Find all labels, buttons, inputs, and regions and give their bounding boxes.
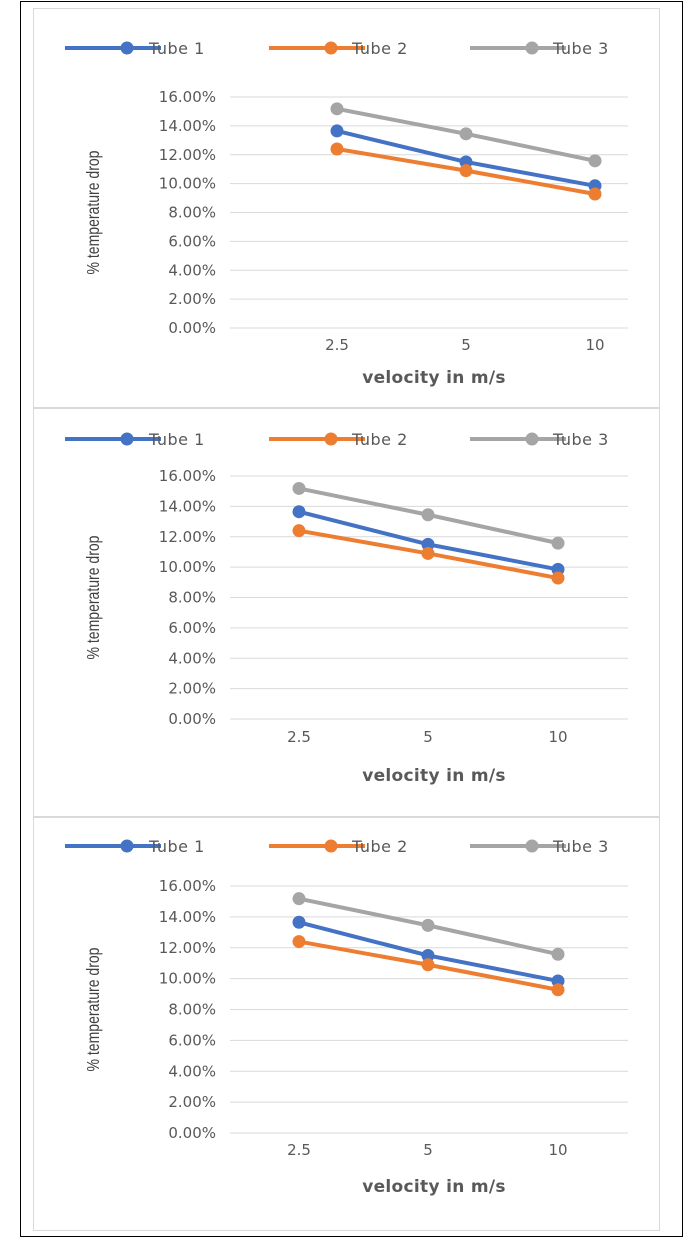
x-tick-label: 2.5 [325,336,349,354]
legend-marker [324,839,338,853]
y-tick-label: 6.00% [168,619,216,637]
y-tick-label: 14.00% [159,908,216,926]
y-tick-label: 16.00% [159,88,216,106]
data-point [292,481,306,495]
y-tick-label: 2.00% [168,680,216,698]
y-tick-label: 0.00% [168,319,216,337]
data-point [421,508,435,522]
line-chart-1: 0.00% 2.00% 4.00% 6.00% 8.00% 10.00% 12.00% 14.… [65,39,628,388]
data-point [421,958,435,972]
x-tick-label: 5 [423,1141,433,1159]
y-tick-label: 14.00% [159,117,216,135]
y-tick-label: 10.00% [159,558,216,576]
y-tick-label: 12.00% [159,939,216,957]
data-point [421,918,435,932]
y-tick-label: 8.00% [168,204,216,222]
legend-marker [120,432,134,446]
legend-marker [120,839,134,853]
chart-panel-1: 0.00% 2.00% 4.00% 6.00% 8.00% 10.00% 12.00% 14.… [33,8,660,408]
y-tick-label: 6.00% [168,1031,216,1049]
data-point [330,102,344,116]
data-point [330,142,344,156]
legend-marker [525,839,539,853]
legend-entry: Tube 1 [65,837,205,856]
legend-label: Tube 3 [552,837,609,856]
x-tick-label: 10 [548,1141,567,1159]
legend-marker [324,432,338,446]
data-point [421,948,435,962]
data-point [551,947,565,961]
data-point [588,154,602,168]
data-point [421,537,435,551]
legend-marker [525,41,539,55]
data-point [292,524,306,538]
y-tick-label: 16.00% [159,467,216,485]
chart-panel-3: 0.00% 2.00% 4.00% 6.00% 8.00% 10.00% 12.00% 14.… [33,817,660,1231]
y-tick-label: 4.00% [168,1062,216,1080]
legend-label: Tube 2 [351,39,408,58]
legend-entry: Tube 3 [470,837,609,856]
y-tick-label: 12.00% [159,146,216,164]
y-tick-label: 4.00% [168,261,216,279]
legend-entry: Tube 3 [470,430,609,449]
legend-entry: Tube 2 [269,837,408,856]
legend-label: Tube 1 [148,39,205,58]
x-axis-label: velocity in m/s [362,766,506,786]
y-tick-label: 12.00% [159,528,216,546]
y-tick-label: 8.00% [168,1001,216,1019]
y-tick-label: 2.00% [168,290,216,308]
data-point [459,127,473,141]
data-point [588,187,602,201]
y-tick-label: 8.00% [168,589,216,607]
data-point [551,571,565,585]
y-axis-label: % temperature drop [83,150,103,274]
y-tick-label: 10.00% [159,175,216,193]
y-tick-label: 6.00% [168,232,216,250]
legend-marker [525,432,539,446]
data-point [551,983,565,997]
x-axis-label: velocity in m/s [362,368,506,388]
y-tick-label: 16.00% [159,877,216,895]
legend-entry: Tube 1 [65,430,205,449]
legend-entry: Tube 2 [269,39,408,58]
legend-entry: Tube 2 [269,430,408,449]
x-tick-label: 2.5 [287,728,311,746]
data-point [421,546,435,560]
legend-marker [120,41,134,55]
y-tick-label: 4.00% [168,649,216,667]
legend-entry: Tube 1 [65,39,205,58]
legend-marker [324,41,338,55]
y-axis-label: % temperature drop [83,947,103,1071]
chart-panel-2: 0.00% 2.00% 4.00% 6.00% 8.00% 10.00% 12.00% 14.… [33,408,660,817]
legend-label: Tube 3 [552,430,609,449]
y-tick-label: 10.00% [159,970,216,988]
x-tick-label: 10 [548,728,567,746]
line-chart-3: 0.00% 2.00% 4.00% 6.00% 8.00% 10.00% 12.00% 14.… [65,837,628,1197]
x-tick-label: 2.5 [287,1141,311,1159]
x-axis-label: velocity in m/s [362,1177,506,1197]
figure-frame [20,1,683,1237]
y-tick-label: 0.00% [168,1124,216,1142]
legend-label: Tube 1 [148,430,205,449]
y-tick-label: 14.00% [159,497,216,515]
legend-entry: Tube 3 [470,39,609,58]
y-axis-label: % temperature drop [83,535,103,659]
data-point [292,892,306,906]
data-point [292,505,306,519]
x-tick-label: 5 [461,336,471,354]
x-tick-label: 5 [423,728,433,746]
data-point [292,935,306,949]
x-tick-label: 10 [585,336,604,354]
data-point [330,124,344,138]
legend-label: Tube 1 [148,837,205,856]
legend-label: Tube 3 [552,39,609,58]
data-point [551,536,565,550]
data-point [292,915,306,929]
y-tick-label: 2.00% [168,1093,216,1111]
legend-label: Tube 2 [351,430,408,449]
data-point [459,164,473,178]
line-chart-2: 0.00% 2.00% 4.00% 6.00% 8.00% 10.00% 12.00% 14.… [65,430,628,786]
legend-label: Tube 2 [351,837,408,856]
y-tick-label: 0.00% [168,710,216,728]
